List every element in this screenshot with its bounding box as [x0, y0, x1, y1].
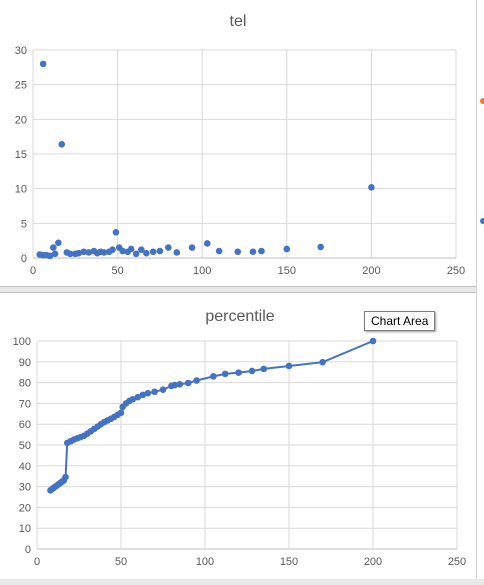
- data-point: [159, 386, 167, 393]
- data-point: [137, 246, 145, 253]
- data-point: [66, 250, 74, 258]
- x-tick-label: 200: [362, 265, 380, 277]
- y-tick-label: 15: [15, 149, 27, 161]
- data-point: [132, 250, 140, 258]
- data-point: [129, 395, 137, 403]
- data-point: [234, 248, 242, 256]
- data-point: [119, 247, 126, 255]
- data-point: [80, 248, 88, 256]
- data-point: [188, 244, 196, 251]
- data-point: [39, 60, 47, 68]
- data-point: [176, 380, 184, 388]
- data-point: [285, 362, 293, 370]
- x-tick-label: 0: [34, 556, 40, 568]
- y-tick-label: 30: [15, 45, 27, 57]
- data-point: [317, 243, 324, 251]
- data-point: [171, 381, 179, 389]
- data-point: [248, 367, 256, 375]
- data-point: [75, 249, 82, 257]
- x-tick-label: 250: [448, 556, 466, 568]
- data-point: [143, 249, 150, 257]
- data-point: [210, 373, 217, 380]
- y-tick-label: 25: [15, 80, 27, 92]
- data-point: [151, 388, 158, 396]
- x-tick-label: 0: [30, 265, 36, 277]
- percentile-line-plot: percentile 0 10 20 30 40 50 60 70 80 90 100 0 50 100 15…: [13, 308, 467, 568]
- x-tick-label: 200: [364, 556, 382, 568]
- data-point: [156, 247, 164, 255]
- data-point: [283, 245, 291, 253]
- data-point: [144, 389, 152, 397]
- data-point: [50, 244, 57, 251]
- adjacent-series-marker: [480, 218, 484, 224]
- x-tick-label: 150: [280, 556, 298, 568]
- x-tick-label: 100: [196, 556, 214, 568]
- data-point: [319, 358, 326, 366]
- percentile-chart[interactable]: percentile 0 10 20 30 40 50 60 70 80 90 100 0 50 100 15…: [0, 292, 476, 579]
- y-tick-label: 100: [13, 336, 31, 348]
- adjacent-series-marker: [480, 98, 484, 104]
- x-tick-label: 250: [447, 265, 465, 277]
- data-point: [124, 248, 132, 256]
- y-tick-label: 5: [21, 218, 27, 230]
- y-tick-label: 30: [19, 482, 31, 494]
- y-tick-label: 10: [19, 523, 31, 535]
- data-point: [139, 391, 147, 399]
- data-point: [134, 393, 142, 401]
- data-point: [215, 247, 223, 255]
- data-point: [203, 240, 211, 247]
- data-point: [58, 140, 66, 148]
- y-tick-label: 0: [25, 544, 31, 556]
- data-point: [184, 379, 192, 387]
- data-point: [258, 247, 265, 255]
- data-point: [165, 244, 172, 251]
- data-point: [149, 248, 157, 256]
- data-point: [173, 249, 181, 256]
- chart-title: tel: [230, 13, 247, 30]
- data-point: [112, 229, 120, 236]
- data-point: [51, 250, 59, 258]
- y-tick-label: 50: [19, 440, 31, 452]
- tel-chart[interactable]: tel 0 5 10 15 20 25 30 0 50 100 150 200 250: [0, 0, 476, 287]
- data-point: [109, 246, 116, 253]
- y-tick-label: 0: [21, 253, 27, 265]
- adjacent-chart-edge: [476, 0, 484, 579]
- data-point: [221, 370, 229, 378]
- data-point: [235, 369, 242, 376]
- y-tick-label: 20: [15, 114, 27, 126]
- data-point: [117, 409, 125, 417]
- y-tick-label: 60: [19, 419, 31, 431]
- x-tick-label: 100: [193, 265, 211, 277]
- x-tick-label: 50: [115, 556, 127, 568]
- data-point: [193, 377, 200, 384]
- y-tick-label: 90: [19, 357, 31, 369]
- data-point: [369, 337, 377, 345]
- y-tick-label: 10: [15, 184, 27, 196]
- y-tick-label: 70: [19, 398, 31, 410]
- data-point: [46, 252, 54, 260]
- chart-area-tooltip: Chart Area: [364, 311, 436, 331]
- chart-title: percentile: [205, 308, 274, 325]
- y-tick-label: 40: [19, 461, 31, 473]
- data-point: [55, 239, 62, 247]
- y-tick-label: 80: [19, 378, 31, 390]
- data-point: [249, 248, 257, 256]
- data-point: [260, 365, 268, 373]
- data-point: [100, 249, 108, 256]
- y-tick-label: 20: [19, 502, 31, 514]
- data-point: [62, 473, 69, 481]
- x-tick-label: 150: [278, 265, 296, 277]
- data-point: [85, 249, 93, 256]
- data-point: [368, 183, 375, 191]
- x-tick-label: 50: [111, 265, 123, 277]
- tel-scatter-plot: tel 0 5 10 15 20 25 30 0 50 100 150 200 250: [15, 13, 465, 277]
